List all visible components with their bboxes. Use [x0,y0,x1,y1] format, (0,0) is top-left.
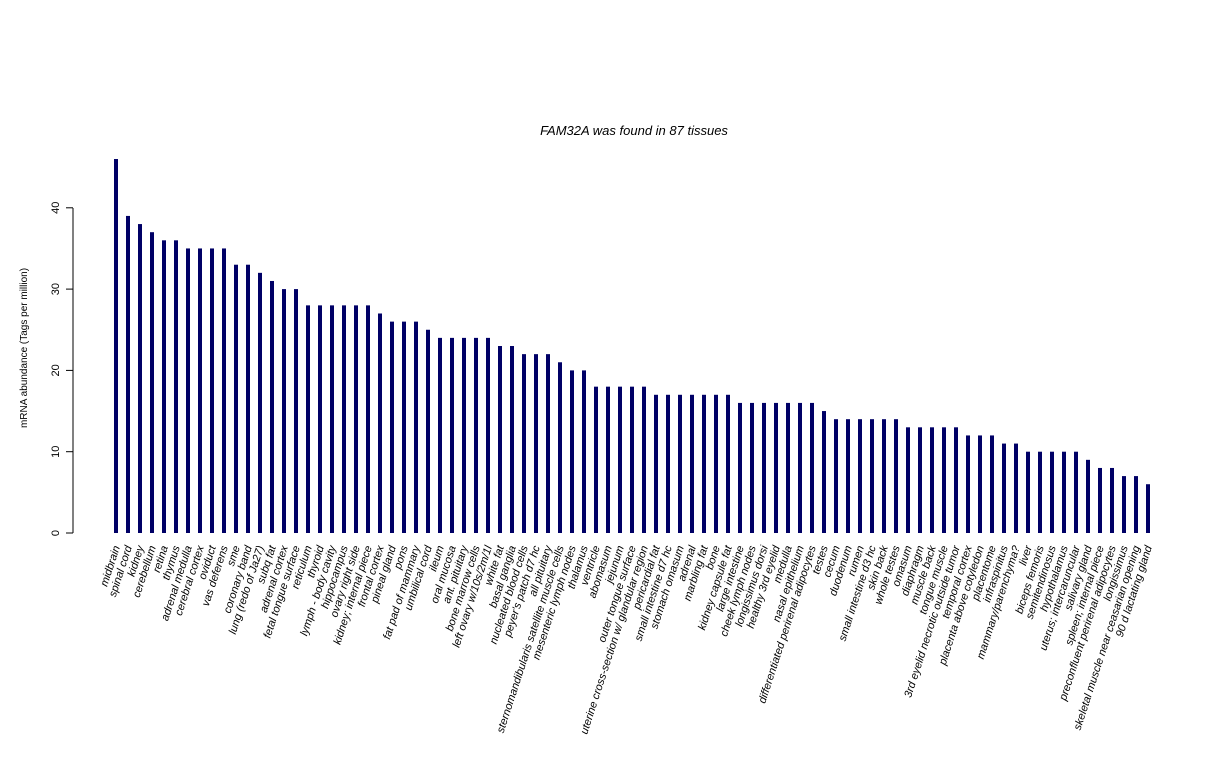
bar [294,289,298,533]
bar [318,305,322,533]
bar [726,394,730,533]
bar [378,313,382,533]
bar [366,305,370,533]
bar [1038,451,1042,533]
bar [834,419,838,533]
bar [234,264,238,533]
bar [666,394,670,533]
bar [114,159,118,533]
bar [534,354,538,533]
bar [738,402,742,533]
bar [918,427,922,533]
bar [894,419,898,533]
bar [354,305,358,533]
bar [498,346,502,533]
bar [306,305,310,533]
bar [198,248,202,533]
bar [978,435,982,533]
bar [930,427,934,533]
bar [642,386,646,533]
bar [1050,451,1054,533]
bar [402,321,406,533]
bar [246,264,250,533]
bar [822,411,826,533]
y-tick-label: 40 [50,202,62,214]
bar [606,386,610,533]
bars [114,159,1150,533]
bar [1134,476,1138,533]
bar [750,402,754,533]
bar [546,354,550,533]
y-tick-label: 10 [50,446,62,458]
bar [1074,451,1078,533]
bar [522,354,526,533]
bar [162,240,166,533]
bar [558,362,562,533]
bar [798,402,802,533]
bar [450,337,454,533]
bar [486,337,490,533]
bar [582,370,586,533]
bar [138,224,142,533]
bar [330,305,334,533]
bar [630,386,634,533]
bar [270,280,274,533]
y-axis-ticks: 0 10 20 30 40 [50,202,73,536]
bar [990,435,994,533]
bar [474,337,478,533]
bar [858,419,862,533]
bar [870,419,874,533]
bar [678,394,682,533]
bar [942,427,946,533]
bar [846,419,850,533]
bar [702,394,706,533]
bar [762,402,766,533]
bar [258,272,262,533]
bar [618,386,622,533]
bar [714,394,718,533]
bar [594,386,598,533]
bar [126,215,130,533]
y-axis-label: mRNA abundance (Tags per million) [19,268,30,428]
bar [186,248,190,533]
bar [654,394,658,533]
bar [342,305,346,533]
bar [414,321,418,533]
bar [1026,451,1030,533]
bar [1014,443,1018,533]
bar [774,402,778,533]
bar [1146,484,1150,533]
bar [438,337,442,533]
bar [1110,467,1114,533]
bar [1062,451,1066,533]
bar [150,232,154,533]
bar [390,321,394,533]
y-tick-label: 20 [50,364,62,376]
bar [690,394,694,533]
bar [1122,476,1126,533]
bar [1002,443,1006,533]
bar [222,248,226,533]
chart-title: FAM32A was found in 87 tissues [540,123,728,138]
bar [882,419,886,533]
bar [954,427,958,533]
bar [426,329,430,533]
bar [210,248,214,533]
bar [462,337,466,533]
bar [510,346,514,533]
bar [810,402,814,533]
y-tick-label: 30 [50,283,62,295]
bar [570,370,574,533]
bar [1098,467,1102,533]
bar [174,240,178,533]
bar [1086,459,1090,533]
y-tick-label: 0 [50,530,62,536]
bar [786,402,790,533]
bar [282,289,286,533]
bar [906,427,910,533]
bar [966,435,970,533]
